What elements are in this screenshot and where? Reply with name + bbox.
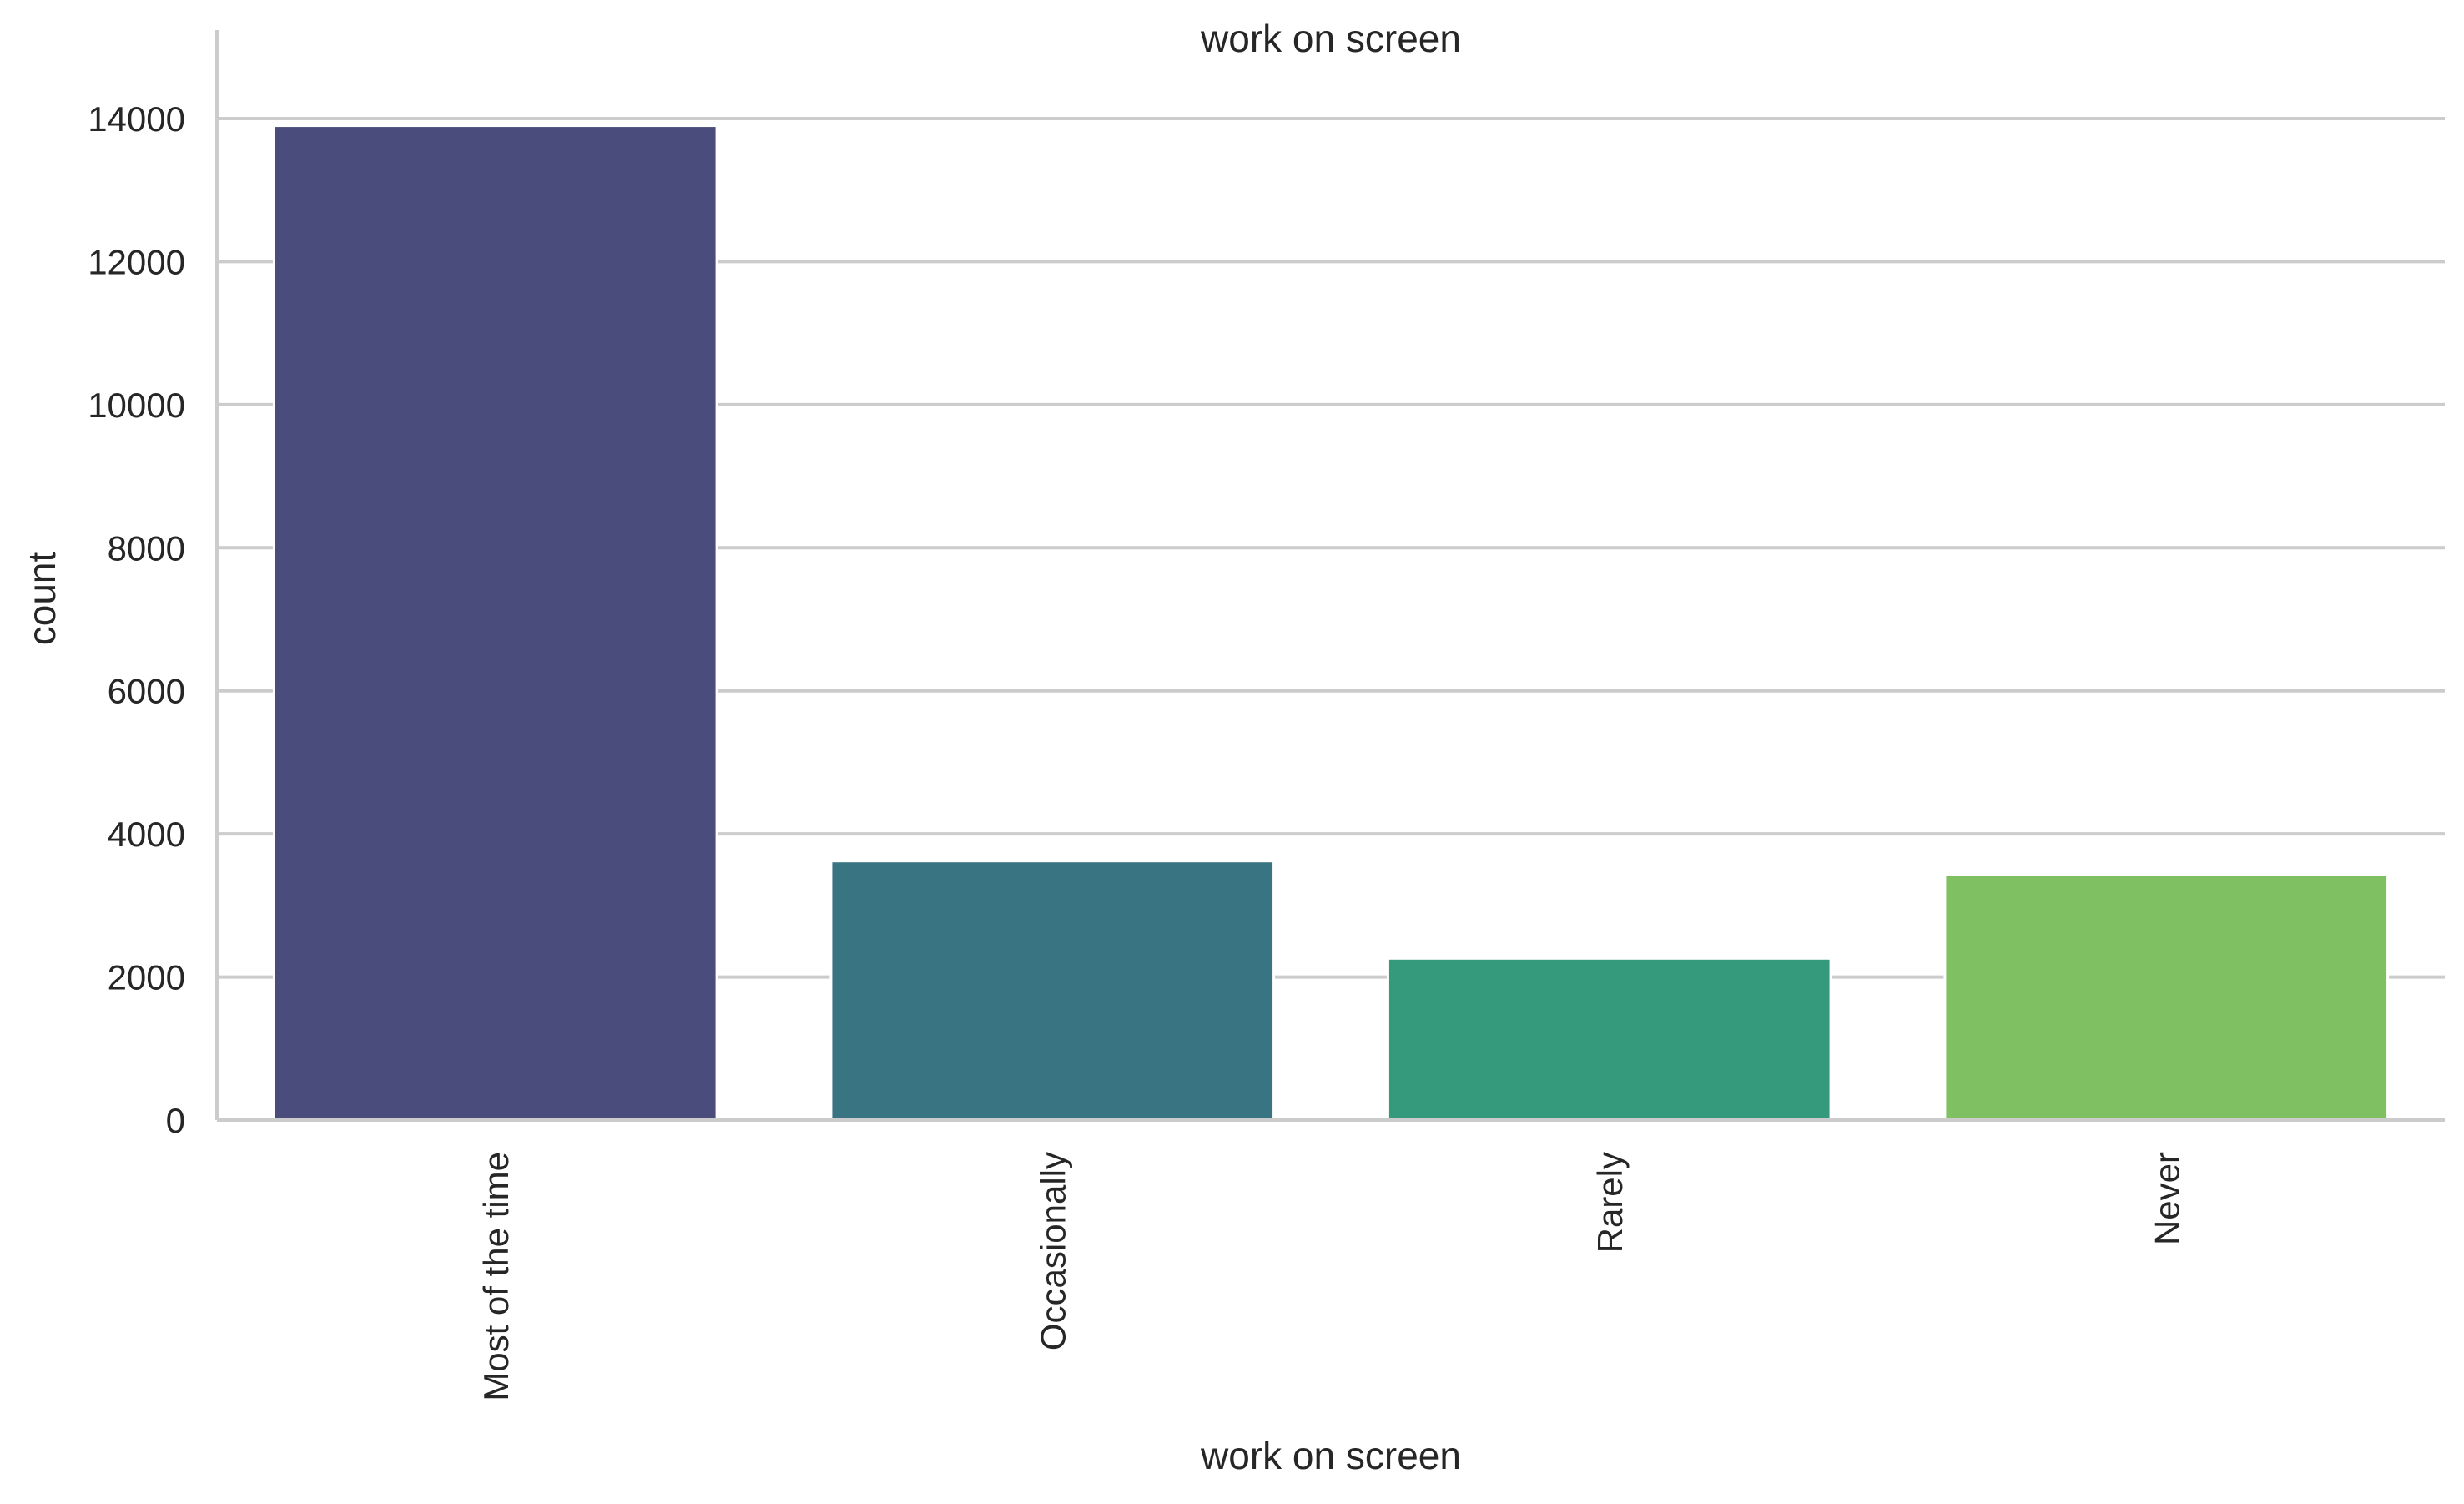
x-axis-label: work on screen <box>1200 1434 1461 1477</box>
y-tick-label: 2000 <box>108 958 185 997</box>
y-tick-label: 12000 <box>88 242 185 281</box>
x-tick-label: Rarely <box>1590 1152 1630 1253</box>
bar-never <box>1943 873 2390 1122</box>
bar-rarely <box>1386 956 1832 1122</box>
x-tick-label: Most of the time <box>476 1152 516 1401</box>
chart-title: work on screen <box>1200 17 1461 60</box>
y-tick-labels: 0 2000 4000 6000 8000 10000 12000 14000 <box>88 99 185 1140</box>
y-tick-label: 10000 <box>88 386 185 425</box>
bar-most-of-the-time <box>272 124 718 1122</box>
y-tick-label: 0 <box>166 1101 185 1140</box>
x-tick-label: Occasionally <box>1033 1152 1072 1350</box>
x-tick-labels: Most of the time Occasionally Rarely Never <box>476 1152 2187 1401</box>
y-tick-label: 4000 <box>108 815 185 854</box>
x-tick-label: Never <box>2147 1152 2186 1245</box>
y-tick-label: 14000 <box>88 99 185 139</box>
y-tick-label: 8000 <box>108 528 185 568</box>
y-tick-label: 6000 <box>108 672 185 711</box>
bars <box>272 124 2390 1122</box>
y-axis-label: count <box>20 552 63 646</box>
bar-occasionally <box>829 860 1276 1122</box>
axes-spines <box>215 30 2445 1122</box>
